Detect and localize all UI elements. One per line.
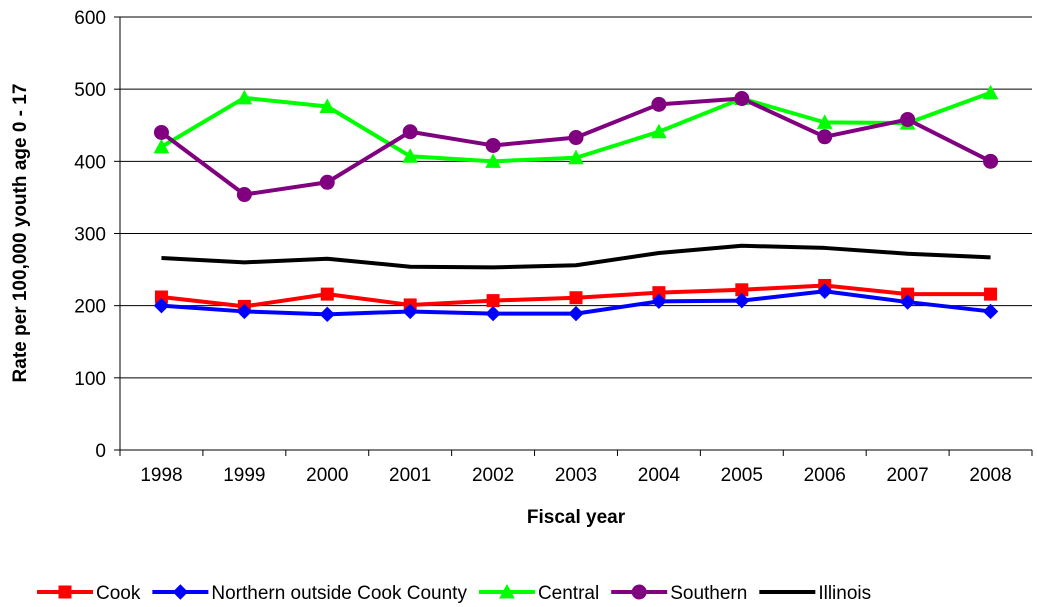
- y-axis-title: Rate per 100,000 youth age 0 - 17: [10, 84, 31, 383]
- data-point-northern-outside-cook-county: [651, 293, 667, 310]
- legend-label: Illinois: [818, 583, 871, 604]
- data-point-southern: [900, 111, 916, 127]
- x-tick-label: 2005: [721, 465, 763, 486]
- y-tick-label: 300: [74, 225, 106, 246]
- data-point-cook: [486, 294, 500, 308]
- legend-item-illinois: Illinois: [759, 583, 871, 604]
- x-axis-title: Fiscal year: [527, 507, 626, 528]
- x-tick-label: 2008: [969, 465, 1011, 486]
- data-point-cook: [320, 287, 334, 301]
- data-point-northern-outside-cook-county: [319, 306, 335, 323]
- data-point-central: [485, 153, 501, 168]
- data-point-southern: [319, 174, 335, 190]
- data-point-northern-outside-cook-county: [982, 303, 999, 320]
- data-point-southern: [983, 153, 999, 169]
- data-point-southern: [236, 187, 252, 203]
- data-point-northern-outside-cook-county: [734, 292, 750, 309]
- data-point-central: [816, 114, 833, 129]
- data-point-southern: [402, 124, 418, 140]
- axes: [119, 17, 1032, 451]
- legend-item-southern: Southern: [611, 583, 747, 604]
- data-point-central: [402, 148, 419, 163]
- y-tick-label: 100: [74, 369, 106, 390]
- series-lines: [160, 90, 992, 317]
- data-point-northern-outside-cook-county: [236, 303, 253, 320]
- legend-swatch-marker: [499, 583, 515, 599]
- x-tick-label: 2001: [389, 465, 431, 486]
- legend-swatch-marker: [631, 584, 647, 600]
- legend-item-central: Central: [478, 583, 599, 604]
- legend-label: Central: [538, 583, 599, 604]
- data-point-southern: [485, 137, 501, 153]
- legend-item-northern-outside-cook-county: Northern outside Cook County: [152, 583, 467, 604]
- data-point-southern: [568, 130, 584, 146]
- data-point-central: [982, 84, 999, 100]
- x-tick-label: 1999: [223, 465, 265, 486]
- data-point-central: [651, 123, 667, 139]
- data-point-cook: [569, 291, 583, 305]
- data-point-cook: [984, 287, 998, 301]
- x-tick-label: 2004: [638, 465, 681, 486]
- data-point-central: [319, 98, 336, 113]
- data-point-northern-outside-cook-county: [817, 283, 833, 299]
- data-point-southern: [817, 129, 833, 145]
- data-point-northern-outside-cook-county: [153, 297, 170, 314]
- x-tick-label: 2002: [472, 465, 514, 486]
- data-point-central: [236, 89, 253, 105]
- gridlines: [114, 16, 1033, 456]
- y-tick-labels: 0 100 200 300 400 500 600: [74, 8, 106, 462]
- legend-label: Southern: [670, 583, 747, 604]
- legend-item-cook: Cook: [37, 583, 141, 604]
- series-line-illinois: [161, 243, 991, 270]
- data-point-central: [568, 149, 584, 165]
- x-tick-label: 1998: [140, 465, 182, 486]
- y-tick-label: 400: [74, 152, 106, 173]
- data-point-southern: [651, 96, 667, 112]
- data-point-southern: [153, 124, 169, 140]
- y-tick-label: 0: [95, 441, 106, 462]
- data-point-southern: [734, 91, 750, 107]
- legend-label: Cook: [96, 583, 141, 604]
- x-tick-label: 2003: [555, 465, 597, 486]
- data-point-northern-outside-cook-county: [899, 294, 916, 310]
- data-point-northern-outside-cook-county: [485, 305, 501, 322]
- series-line-southern: [160, 96, 992, 197]
- legend-label: Northern outside Cook County: [211, 583, 467, 604]
- y-tick-label: 200: [74, 297, 106, 318]
- x-tick-label: 2000: [306, 465, 348, 486]
- legend: Cook Northern outside Cook County Central S…: [37, 583, 871, 604]
- x-tick-label: 2007: [886, 465, 928, 486]
- x-tick-label: 2006: [804, 465, 846, 486]
- y-tick-label: 500: [74, 80, 106, 101]
- series-markers: [153, 84, 999, 323]
- y-tick-label: 600: [74, 8, 106, 29]
- x-tick-labels: 1998 1999 2000 2001 2002 2003 2004 2005 2006 2007…: [140, 465, 1011, 486]
- data-point-northern-outside-cook-county: [568, 305, 584, 322]
- legend-swatch-marker: [58, 585, 72, 599]
- data-point-central: [153, 138, 170, 154]
- data-point-northern-outside-cook-county: [402, 303, 418, 320]
- legend-swatch-marker: [172, 584, 189, 600]
